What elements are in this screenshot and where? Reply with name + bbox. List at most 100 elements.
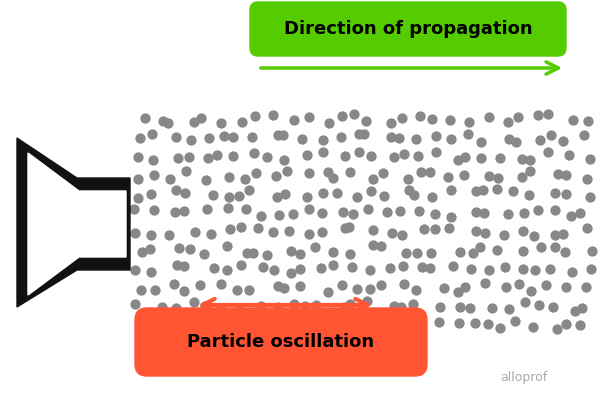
Point [475, 244, 485, 250]
Point [368, 227, 378, 234]
Point [415, 113, 425, 119]
Point [460, 172, 469, 178]
Point [340, 304, 349, 310]
Point [219, 133, 229, 139]
Point [280, 191, 290, 197]
Point [534, 302, 544, 308]
Point [185, 246, 194, 253]
Point [287, 248, 296, 255]
Point [464, 119, 474, 125]
Point [561, 190, 571, 197]
Point [544, 148, 553, 155]
Point [558, 231, 568, 238]
Point [583, 118, 593, 125]
Point [257, 325, 267, 331]
Point [495, 325, 505, 331]
Point [404, 187, 413, 193]
Point [147, 317, 157, 324]
Text: Particle oscillation: Particle oscillation [187, 333, 374, 351]
Point [302, 152, 311, 158]
Point [337, 324, 347, 331]
Point [284, 228, 293, 234]
Point [480, 280, 490, 286]
Point [583, 176, 592, 183]
Point [209, 265, 218, 271]
Point [518, 248, 527, 254]
Point [397, 232, 407, 238]
Point [551, 244, 560, 250]
Point [439, 285, 449, 291]
Point [419, 226, 429, 232]
Point [200, 303, 209, 310]
Point [346, 251, 355, 257]
Point [204, 135, 214, 141]
Point [148, 131, 157, 137]
Point [425, 265, 435, 271]
Point [212, 152, 222, 159]
Point [414, 208, 424, 214]
Point [328, 249, 338, 256]
Point [479, 209, 488, 216]
Point [228, 153, 238, 159]
Point [503, 118, 512, 125]
Point [216, 281, 226, 287]
Point [561, 321, 571, 327]
Point [179, 208, 188, 214]
Point [454, 289, 463, 295]
Point [166, 176, 175, 182]
Point [336, 133, 346, 140]
Point [416, 168, 425, 175]
Point [346, 301, 355, 308]
Point [565, 152, 574, 158]
Text: alloprof: alloprof [500, 371, 547, 385]
Point [502, 284, 511, 290]
Point [130, 301, 140, 307]
Point [431, 133, 441, 139]
Point [586, 265, 596, 272]
Point [586, 194, 595, 200]
Point [514, 281, 524, 287]
Point [179, 287, 189, 294]
Point [338, 113, 347, 119]
Point [261, 320, 271, 327]
Point [295, 283, 305, 289]
Point [203, 154, 213, 161]
Point [466, 266, 476, 272]
Point [518, 174, 527, 181]
Point [520, 299, 529, 305]
Point [224, 174, 233, 181]
Point [328, 262, 338, 268]
Point [552, 326, 562, 333]
Point [249, 150, 259, 156]
Point [403, 176, 413, 183]
Point [232, 286, 242, 293]
Point [149, 172, 159, 178]
Point [344, 224, 354, 230]
Point [247, 133, 257, 140]
Point [171, 305, 181, 311]
Point [366, 188, 376, 194]
Point [476, 139, 485, 145]
Point [199, 251, 209, 257]
Point [148, 156, 158, 163]
Point [365, 267, 375, 273]
Point [577, 305, 587, 311]
Point [136, 287, 146, 293]
Point [558, 138, 568, 145]
Point [551, 206, 560, 213]
Point [273, 132, 283, 138]
Point [500, 264, 510, 270]
Point [289, 117, 299, 123]
Point [223, 267, 232, 273]
Polygon shape [17, 138, 130, 307]
Point [349, 111, 359, 118]
FancyBboxPatch shape [135, 308, 427, 376]
Point [395, 208, 405, 214]
Point [571, 307, 580, 314]
Point [526, 288, 536, 294]
Point [181, 190, 190, 196]
Point [190, 229, 199, 235]
Point [170, 208, 180, 215]
Point [568, 117, 577, 124]
Point [146, 269, 155, 275]
